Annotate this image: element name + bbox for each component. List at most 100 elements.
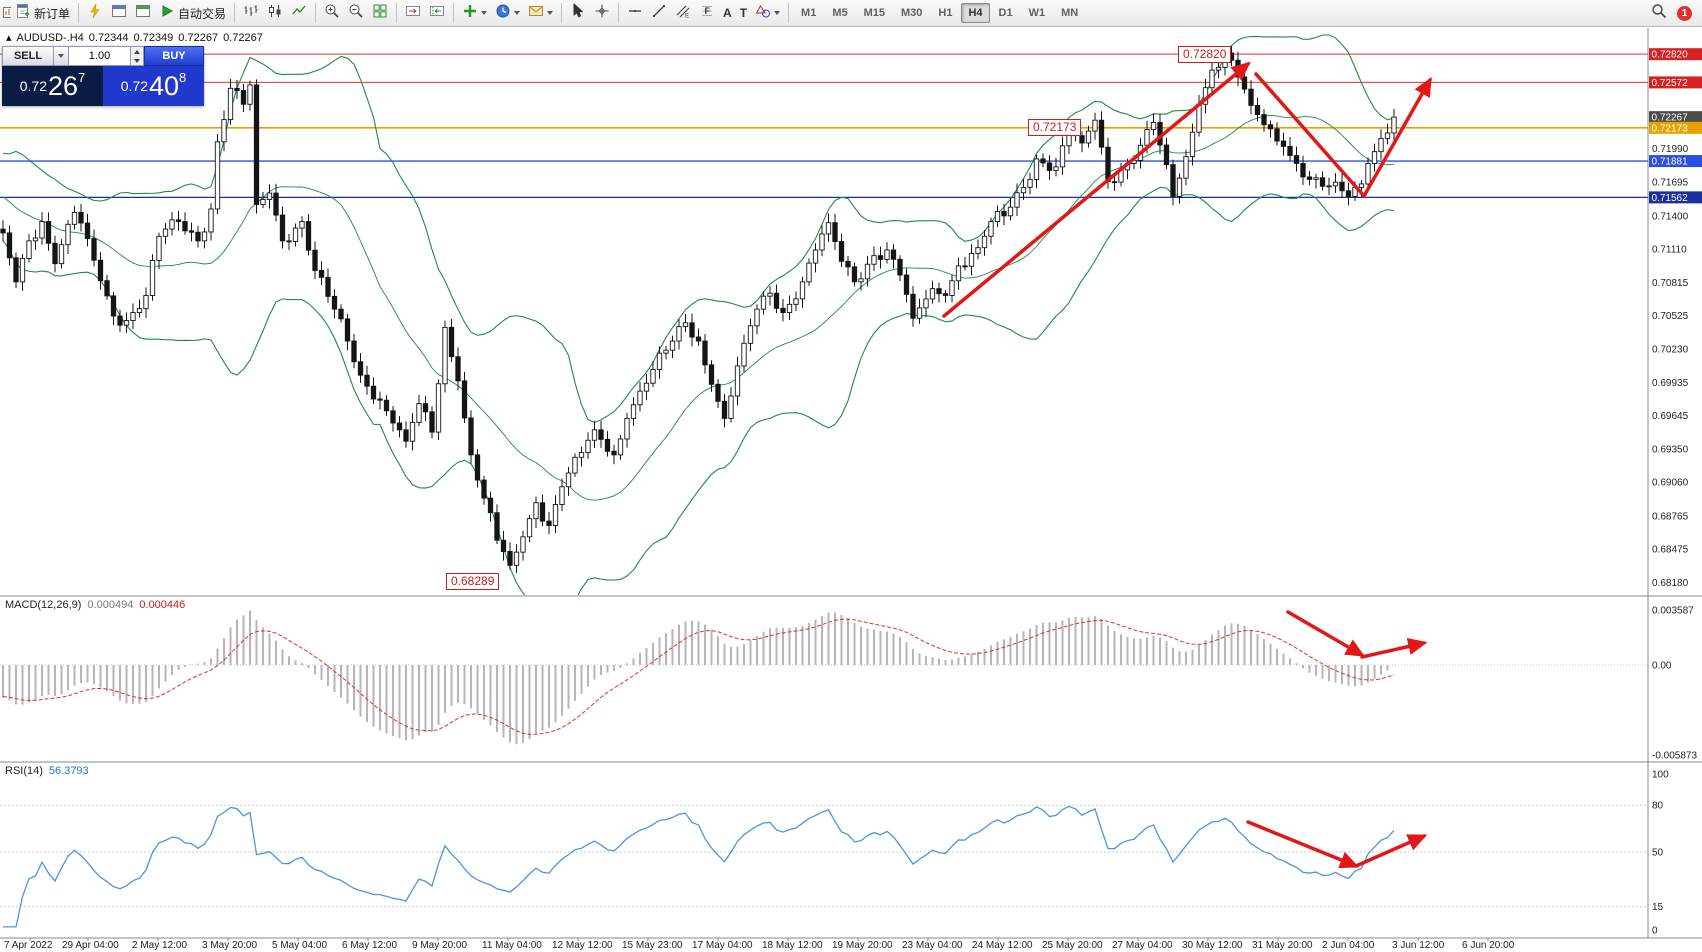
trend-arrows[interactable] [942,61,1432,869]
svg-text:0.00: 0.00 [1652,661,1672,672]
chevron-down-icon [481,11,488,15]
timeframe-m5[interactable]: M5 [832,7,848,19]
svg-text:0.68475: 0.68475 [1652,544,1689,555]
candlestick-chart-button[interactable] [264,2,286,24]
price-callout-mid[interactable]: 0.72173 [1028,119,1082,136]
clipped-chart-icon[interactable] [2,5,11,21]
hline-tool-button[interactable] [624,2,646,24]
svg-text:29 Apr 04:00: 29 Apr 04:00 [62,940,119,951]
svg-text:12 May 12:00: 12 May 12:00 [552,940,613,951]
timeframe-d1[interactable]: D1 [998,7,1013,19]
timeframe-h4[interactable]: H4 [961,3,990,23]
separator [788,3,790,23]
svg-text:0.71110: 0.71110 [1652,244,1687,255]
price-badge [1649,191,1702,204]
text-tool-button[interactable]: A [720,2,735,24]
time-axis[interactable]: 7 Apr 2022 29 Apr 04:00 2 May 12:00 3 May 2… [4,938,1515,951]
data-window-button[interactable] [108,2,130,24]
chart-canvas[interactable]: 0.71990 0.71695 0.71400 0.71110 0.70815 0.705… [0,28,1702,952]
sell-dropdown-button[interactable] [54,46,69,66]
sell-price-button[interactable]: 0.72 26 7 [2,66,103,106]
notification-badge[interactable]: 1 [1677,5,1692,21]
volume-down-button[interactable] [131,56,143,65]
line-chart-button[interactable] [288,2,310,24]
autotrade-button[interactable]: 自动交易 [156,2,229,24]
tile-windows-icon [372,3,388,24]
cursor-button[interactable] [567,2,589,24]
symbol-collapse-icon[interactable]: ▴ [6,32,12,44]
auto-scroll-button[interactable] [402,2,424,24]
bar-close: 0.72267 [223,32,263,44]
trendline-tool-button[interactable] [648,2,670,24]
price-badge [1649,155,1702,168]
shapes-menu-button[interactable] [752,2,783,24]
search-button[interactable] [1648,2,1670,24]
volume-input[interactable] [69,46,131,66]
navigator-icon [135,3,151,24]
indicators-menu-button[interactable] [459,2,490,24]
svg-text:0.72173: 0.72173 [1652,123,1689,134]
rsi-header: RSI(14) 56.3793 [5,765,89,777]
templates-menu-button[interactable] [525,2,556,24]
price-badge [1649,48,1702,61]
tile-windows-button[interactable] [369,2,391,24]
label-tool-button[interactable]: T [737,2,750,24]
price-axis[interactable]: 0.71990 0.71695 0.71400 0.71110 0.70815 0.705… [1649,48,1702,589]
svg-text:3 May 20:00: 3 May 20:00 [202,940,257,951]
timeframe-m1[interactable]: M1 [801,7,817,19]
macd-indicator [0,610,1648,745]
separator [561,3,563,23]
price-badge [1649,121,1702,134]
svg-text:0.69935: 0.69935 [1652,378,1689,389]
timeframe-w1[interactable]: W1 [1028,7,1046,19]
periods-menu-button[interactable] [492,2,523,24]
chevron-down-icon [774,11,781,15]
zoom-out-button[interactable] [345,2,367,24]
bar-chart-button[interactable] [240,2,262,24]
symbol-info: ▴ AUDUSD-.H4 0.72344 0.72349 0.72267 0.72267 [6,31,268,44]
buy-price-prefix: 0.72 [120,78,148,94]
template-icon [528,3,544,24]
bar-low: 0.72267 [178,32,219,44]
svg-text:2 Jun 04:00: 2 Jun 04:00 [1322,940,1375,951]
volume-stepper [131,46,144,66]
price-callout-low[interactable]: 0.68289 [446,573,500,590]
new-order-button[interactable]: 新订单 [12,2,73,24]
svg-text:0.72572: 0.72572 [1652,78,1689,89]
fibonacci-tool-button[interactable]: F [696,2,718,24]
timeframe-h1[interactable]: H1 [938,7,953,19]
price-callout-high[interactable]: 0.72820 [1178,46,1232,63]
buy-button[interactable]: BUY [144,46,204,66]
svg-text:100: 100 [1652,770,1669,781]
macd-axis[interactable]: 0.003587 0.00 -0.005873 [1652,605,1697,761]
channel-tool-button[interactable]: E [672,2,694,24]
bar-open: 0.72344 [88,32,129,44]
separator [315,3,317,23]
timeframe-m15[interactable]: M15 [863,7,886,19]
zoom-in-button[interactable] [321,2,343,24]
svg-text:18 May 12:00: 18 May 12:00 [762,940,823,951]
rsi-title: RSI(14) [5,765,43,777]
buy-price-button[interactable]: 0.72 40 8 [103,66,204,106]
crosshair-button[interactable] [591,2,613,24]
symbol-name: AUDUSD-.H4 [16,32,84,44]
quotes-button[interactable] [84,2,106,24]
cursor-icon [570,3,586,24]
svg-text:9 May 20:00: 9 May 20:00 [412,940,467,951]
timeframe-mn[interactable]: MN [1061,7,1079,19]
svg-text:31 May 20:00: 31 May 20:00 [1252,940,1313,951]
rsi-axis[interactable]: 100 80 50 15 0 [1652,770,1669,937]
trendline-icon [651,3,667,24]
panel-separators [0,28,1702,939]
timeframe-m30[interactable]: M30 [901,7,923,19]
chart-shift-button[interactable] [426,2,448,24]
line-chart-icon [291,3,307,24]
rsi-indicator [0,804,1648,928]
volume-up-button[interactable] [131,47,143,56]
sell-button[interactable]: SELL [2,46,54,66]
horizontal-level-lines[interactable] [0,53,1648,199]
svg-text:5 May 04:00: 5 May 04:00 [272,940,327,951]
svg-text:15: 15 [1652,902,1664,913]
navigator-button[interactable] [132,2,154,24]
fibonacci-icon: F [699,3,715,24]
